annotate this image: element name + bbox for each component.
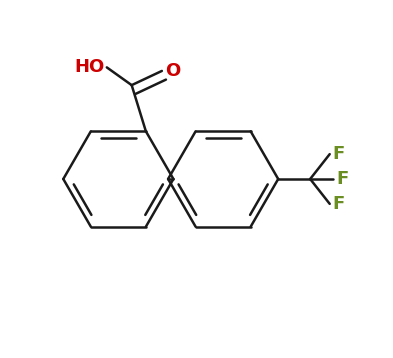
Text: F: F [332,145,345,163]
Text: F: F [336,170,348,188]
Text: O: O [165,62,181,80]
Text: HO: HO [75,58,105,76]
Text: F: F [332,195,345,213]
